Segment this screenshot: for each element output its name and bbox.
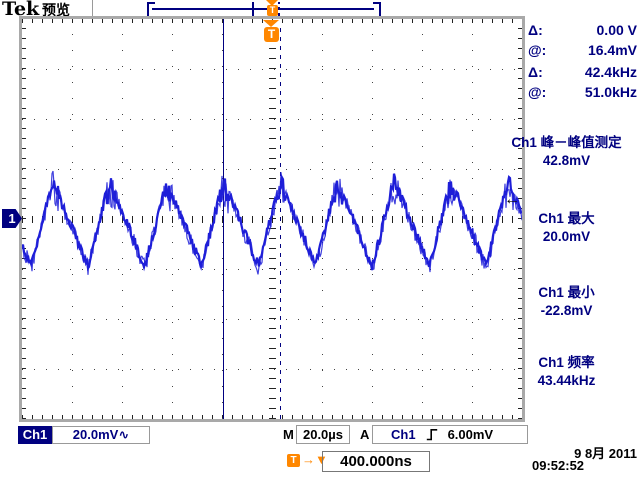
channel-1-ground-marker: 1 — [2, 209, 22, 228]
trigger-position-arrow-icon — [263, 20, 279, 27]
cursor-delta-f-label: Δ: — [528, 64, 543, 80]
cursor-delta-f-value: 42.4kHz — [584, 64, 637, 80]
measurement-value: -22.8mV — [540, 303, 593, 318]
waveform-display: T ← — [22, 19, 522, 419]
peak-indicator-arrow-icon: ← — [504, 191, 520, 208]
measurement-max: Ch1 最大 20.0mV — [493, 210, 640, 246]
measurement-value: 20.0mV — [542, 229, 591, 244]
cursor-at-f-label: @: — [528, 84, 547, 100]
rising-edge-icon — [426, 428, 438, 445]
ch1-scale-readout: 20.0mV∿ — [52, 426, 150, 444]
record-trigger-arrow-icon — [266, 0, 278, 6]
measurement-freq: Ch1 频率 43.44kHz — [493, 354, 640, 390]
measurement-value: 43.44kHz — [537, 373, 596, 388]
graticule-center-vertical — [269, 19, 276, 419]
trigger-level: 6.00mV — [447, 427, 494, 442]
measurement-label: Ch1 最大 — [538, 211, 595, 226]
trigger-source: Ch1 — [391, 427, 416, 442]
record-view-window-tick — [252, 2, 254, 16]
cursor-delta-v-value: 0.00 V — [596, 22, 637, 38]
timebase-m-label: M — [283, 427, 294, 442]
measurement-label: Ch1 最小 — [538, 285, 595, 300]
trigger-position-arrows-icon: →▼ — [302, 452, 328, 467]
ch1-badge: Ch1 — [18, 426, 52, 444]
measurement-label: Ch1 峰－峰值测定 — [511, 135, 622, 150]
trigger-position-t-icon: T — [287, 454, 300, 467]
measurement-label: Ch1 频率 — [538, 355, 595, 370]
trigger-position-flag-icon: T — [264, 27, 279, 42]
timebase-readout: 20.0µs — [296, 425, 350, 444]
ch1-waveform-trace — [22, 170, 522, 275]
record-view-bar — [152, 8, 374, 10]
trigger-a-label: A — [360, 427, 370, 442]
header-divider — [92, 0, 93, 16]
cursor-delta-v-label: Δ: — [528, 22, 543, 38]
record-view-cursor-dash — [278, 2, 280, 16]
measurement-pk-pk: Ch1 峰－峰值测定 42.8mV — [493, 134, 640, 170]
vertical-cursor-1 — [223, 19, 224, 419]
acquisition-mode-label: 预览 — [42, 2, 70, 18]
date-display: 9 8月 2011 — [574, 446, 637, 461]
tek-logo: Tek — [2, 0, 40, 20]
measurement-min: Ch1 最小 -22.8mV — [493, 284, 640, 320]
measurement-value: 42.8mV — [542, 153, 591, 168]
cursor-at-f-value: 51.0kHz — [584, 84, 637, 100]
cursor-at-v-value: 16.4mV — [587, 42, 637, 58]
record-trigger-flag-icon: T — [267, 5, 278, 16]
vertical-cursor-2 — [280, 25, 281, 419]
trigger-position-readout: 400.000ns — [322, 451, 430, 472]
time-display: 09:52:52 — [532, 458, 585, 473]
cursor-at-v-label: @: — [528, 42, 547, 58]
trigger-readout: Ch1 6.00mV — [372, 425, 528, 444]
